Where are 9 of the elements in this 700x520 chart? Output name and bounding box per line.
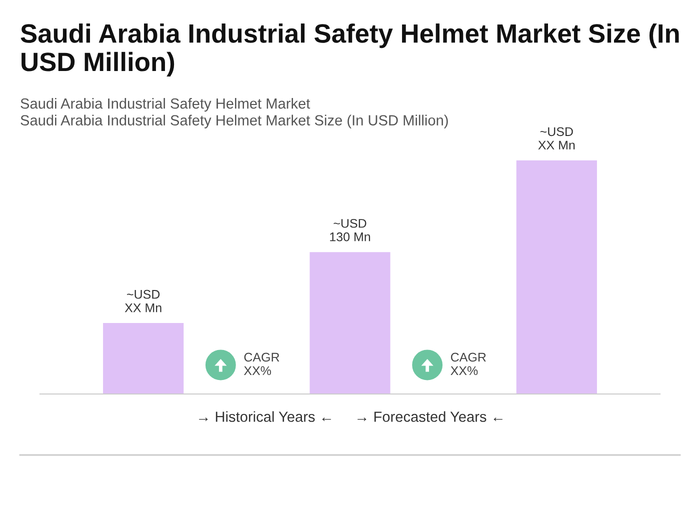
text: → Forecasted Years ← <box>358 411 502 422</box>
annotation: CAGR XX% <box>244 352 280 376</box>
annotation: CAGR XX% <box>450 352 486 376</box>
chart-title: Saudi Arabia Industrial Safety Helmet Market Size (In USD Million) <box>20 23 679 77</box>
data-label: ~USD XX Mn <box>538 127 575 150</box>
data-label: ~USD 130 Mn <box>330 218 370 242</box>
chart-subtitle: Saudi Arabia Industrial Safety Helmet Market Saudi Arabia Industrial Safety Helmet Market Size (In USD Million) <box>20 98 448 128</box>
text: → Historical Years ← <box>199 411 331 422</box>
data-label: ~USD XX Mn <box>124 290 162 312</box>
